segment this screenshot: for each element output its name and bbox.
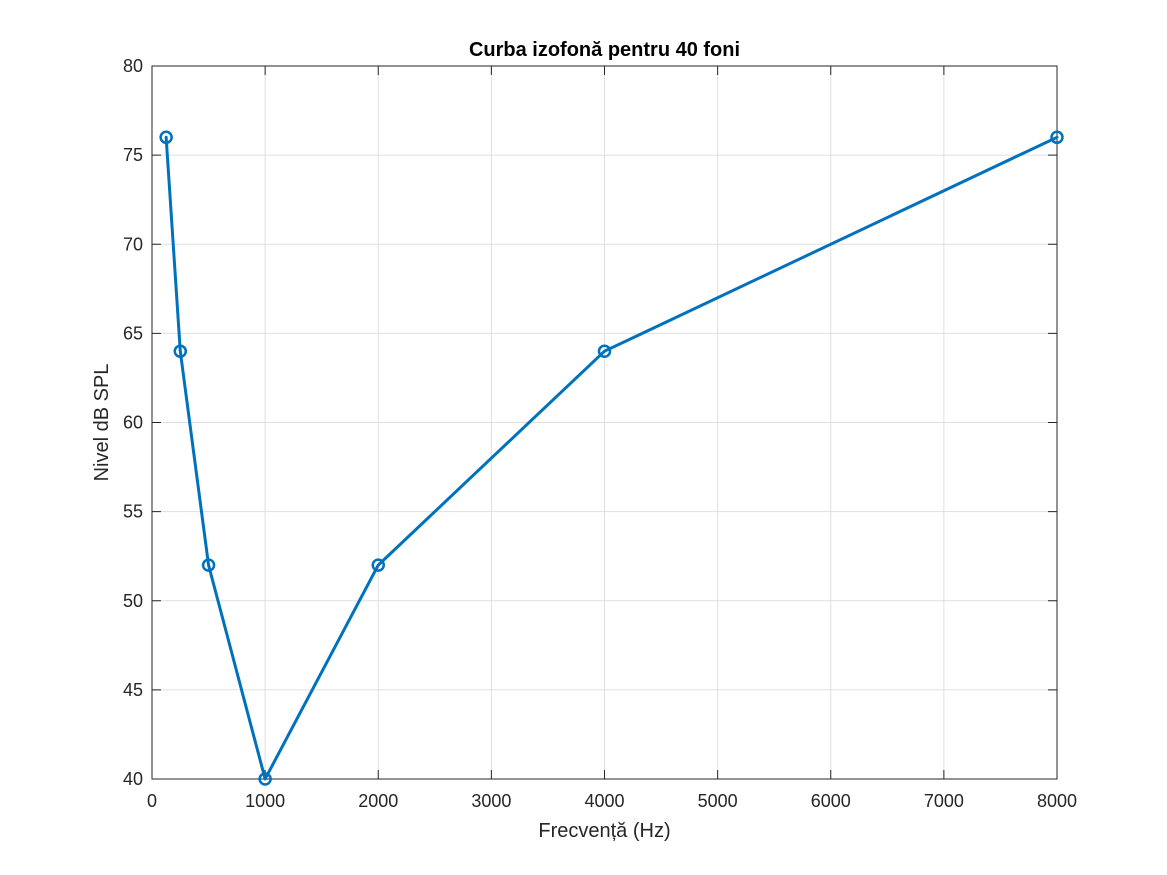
y-tick-label-7: 75 [123, 145, 143, 165]
x-tick-label-7: 7000 [924, 791, 964, 811]
y-tick-label-4: 60 [123, 413, 143, 433]
data-point-0-0 [159, 130, 173, 145]
series-line-0 [164, 135, 1059, 781]
x-tick-label-3: 3000 [471, 791, 511, 811]
x-tick-labels: 0 1000 2000 3000 4000 5000 6000 7000 8000 [147, 791, 1077, 811]
data-point-0-3 [258, 772, 272, 786]
x-tick-label-5: 5000 [698, 791, 738, 811]
x-tick-label-4: 4000 [584, 791, 624, 811]
y-tick-labels: 40 45 50 55 60 65 70 75 80 [123, 56, 143, 789]
data-point-0-4 [371, 558, 385, 572]
series-layer [159, 130, 1064, 786]
x-tick-label-8: 8000 [1037, 791, 1077, 811]
ticks [151, 65, 1058, 780]
data-point-0-1 [173, 344, 188, 358]
x-tick-label-0: 0 [147, 791, 157, 811]
data-point-0-2 [201, 558, 216, 572]
x-tick-label-1: 1000 [245, 791, 285, 811]
x-axis-label: Frecvență (Hz) [538, 820, 670, 842]
chart-title: Curba izofonă pentru 40 foni [469, 39, 740, 61]
y-tick-label-3: 55 [123, 502, 143, 522]
y-tick-label-6: 70 [123, 234, 143, 254]
x-tick-label-6: 6000 [811, 791, 851, 811]
y-tick-label-0: 40 [123, 769, 143, 789]
y-tick-label-8: 80 [123, 56, 143, 76]
y-axis-label: Nivel dB SPL [91, 364, 113, 482]
y-tick-label-1: 45 [123, 680, 143, 700]
y-tick-label-2: 50 [123, 591, 143, 611]
y-tick-label-5: 65 [123, 323, 143, 343]
data-point-0-5 [597, 344, 612, 358]
data-point-0-6 [1050, 130, 1064, 145]
x-tick-label-2: 2000 [358, 791, 398, 811]
